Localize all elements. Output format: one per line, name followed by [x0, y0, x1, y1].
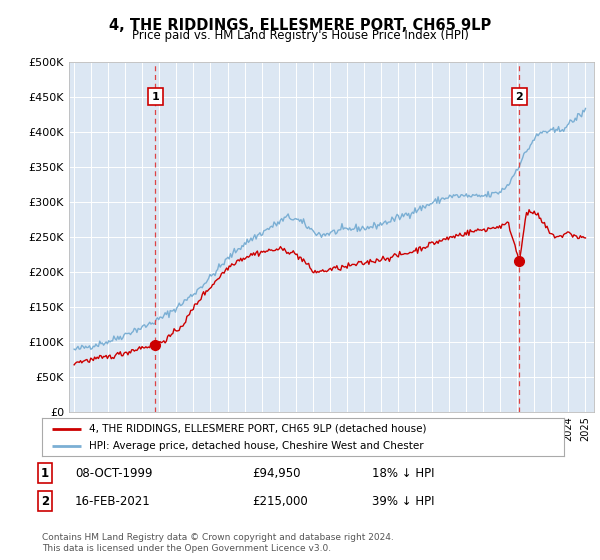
- Text: Price paid vs. HM Land Registry's House Price Index (HPI): Price paid vs. HM Land Registry's House …: [131, 29, 469, 42]
- Text: £215,000: £215,000: [252, 494, 308, 508]
- Text: 08-OCT-1999: 08-OCT-1999: [75, 466, 152, 480]
- Text: 4, THE RIDDINGS, ELLESMERE PORT, CH65 9LP: 4, THE RIDDINGS, ELLESMERE PORT, CH65 9L…: [109, 18, 491, 33]
- Text: 2: 2: [515, 92, 523, 101]
- Text: 1: 1: [152, 92, 159, 101]
- Text: 16-FEB-2021: 16-FEB-2021: [75, 494, 151, 508]
- Text: HPI: Average price, detached house, Cheshire West and Chester: HPI: Average price, detached house, Ches…: [89, 441, 424, 451]
- Text: 18% ↓ HPI: 18% ↓ HPI: [372, 466, 434, 480]
- Text: 4, THE RIDDINGS, ELLESMERE PORT, CH65 9LP (detached house): 4, THE RIDDINGS, ELLESMERE PORT, CH65 9L…: [89, 424, 427, 434]
- Text: 1: 1: [41, 466, 49, 480]
- Text: 2: 2: [41, 494, 49, 508]
- Text: £94,950: £94,950: [252, 466, 301, 480]
- Text: 39% ↓ HPI: 39% ↓ HPI: [372, 494, 434, 508]
- Text: Contains HM Land Registry data © Crown copyright and database right 2024.
This d: Contains HM Land Registry data © Crown c…: [42, 533, 394, 553]
